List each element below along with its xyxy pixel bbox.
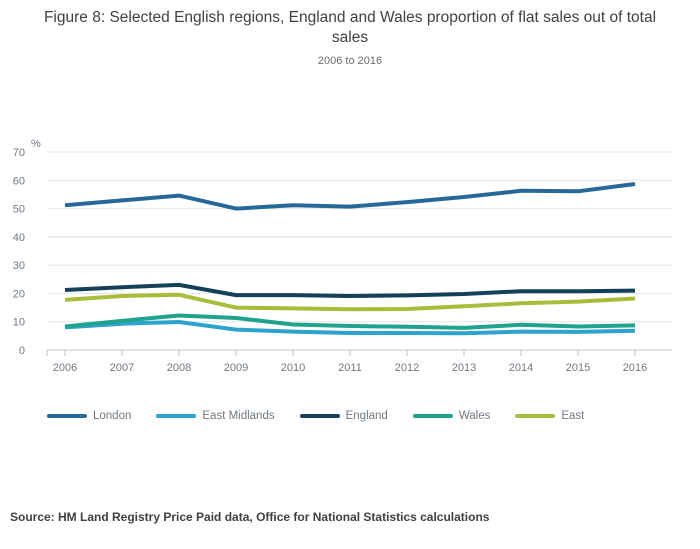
chart-legend: London East Midlands England Wales East	[0, 410, 700, 422]
ytick-label-60: 60	[13, 175, 25, 187]
legend-label: East	[561, 410, 585, 422]
xtick-label-2016: 2016	[623, 362, 647, 374]
chart-line-wales	[64, 313, 636, 330]
legend-swatch-icon	[47, 414, 87, 418]
xtick-label-2009: 2009	[224, 362, 248, 374]
legend-swatch-icon	[156, 414, 197, 418]
xtick-label-2010: 2010	[281, 362, 305, 374]
legend-label: Wales	[458, 410, 491, 422]
chart-line-england	[64, 282, 636, 298]
ytick-label-40: 40	[13, 232, 25, 244]
xtick-label-2008: 2008	[167, 362, 191, 374]
legend-item-east-midlands: East Midlands	[156, 410, 275, 422]
chart-svg: 0 10 20 30 40 50 60 70% 2006 2007 2008 2009 2010 2011…	[13, 138, 672, 374]
ytick-label-30: 30	[13, 260, 25, 272]
source-note: Source: HM Land Registry Price Paid data…	[10, 510, 490, 524]
legend-swatch-icon	[299, 414, 340, 418]
legend-label: East Midlands	[202, 410, 275, 422]
ytick-label-70: 70	[13, 147, 25, 159]
chart-line-east	[64, 292, 636, 312]
ytick-label-0: 0	[19, 345, 25, 357]
ytick-label-50: 50	[13, 204, 25, 216]
xtick-label-2015: 2015	[566, 362, 590, 374]
xtick-label-2012: 2012	[395, 362, 419, 374]
xtick-label-2011: 2011	[338, 362, 362, 374]
legend-item-london: London	[47, 410, 131, 422]
chart-line-london	[64, 182, 636, 211]
legend-item-wales: Wales	[412, 410, 491, 422]
legend-item-east: East	[515, 410, 584, 422]
legend-item-england: England	[299, 410, 388, 422]
legend-swatch-icon	[412, 414, 453, 418]
legend-swatch-icon	[515, 414, 556, 418]
xtick-label-2006: 2006	[53, 362, 77, 374]
chart-line-east-midlands	[64, 320, 636, 336]
xtick-label-2014: 2014	[509, 362, 533, 374]
figure-subtitle: 2006 to 2016	[317, 55, 383, 67]
line-chart-plot-area: 0 10 20 30 40 50 60 70% 2006 2007 2008 2009 2010 2011…	[0, 135, 700, 378]
ytick-label-20: 20	[13, 288, 25, 300]
xtick-label-2007: 2007	[110, 362, 134, 374]
xtick-label-2013: 2013	[452, 362, 476, 374]
legend-label: England	[345, 410, 388, 422]
ytick-label-10: 10	[13, 317, 25, 329]
y-axis-unit-label: %	[31, 138, 41, 150]
legend-label: London	[93, 410, 132, 422]
figure-title: Figure 8: Selected English regions, Engl…	[43, 9, 657, 46]
